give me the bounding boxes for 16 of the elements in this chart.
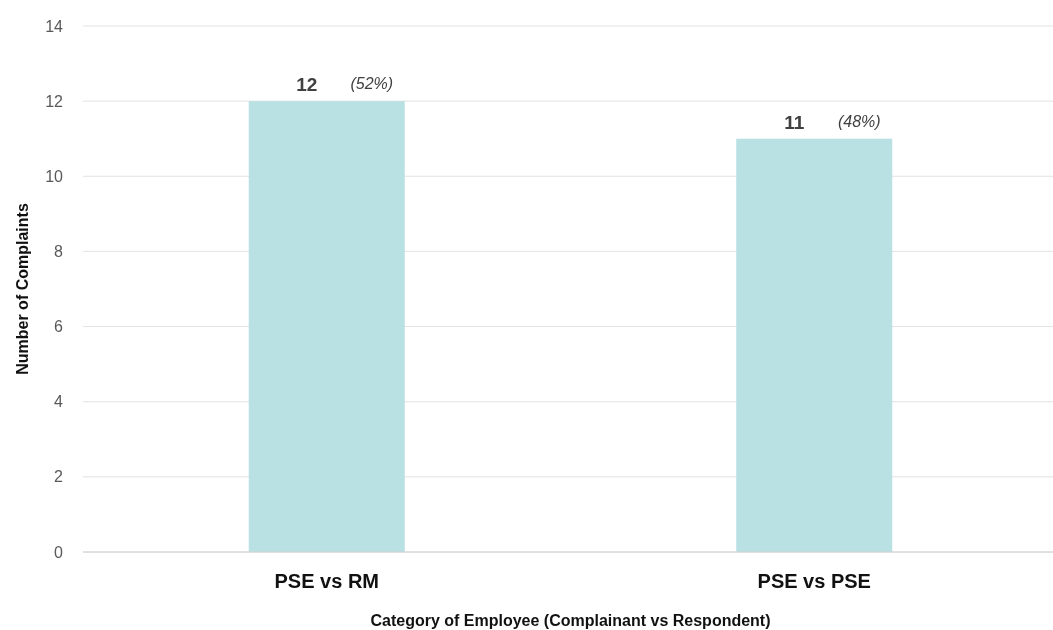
y-tick-label: 14 xyxy=(45,17,64,35)
data-label: 11 xyxy=(784,111,805,133)
x-axis-title: Category of Employee (Complainant vs Respondent) xyxy=(370,612,771,629)
y-axis-title: Number of Complaints xyxy=(14,203,31,375)
y-tick-label: 0 xyxy=(54,543,64,561)
annotation: (52%) xyxy=(350,75,394,93)
y-tick-label: 8 xyxy=(54,243,64,261)
annotation: (48%) xyxy=(837,112,881,130)
y-tick-label: 10 xyxy=(45,167,64,185)
data-label: 12 xyxy=(296,74,318,96)
y-tick-label: 2 xyxy=(54,468,64,486)
x-tick-label: PSE vs RM xyxy=(274,570,379,592)
x-tick-label: PSE vs PSE xyxy=(757,570,871,592)
y-tick-label: 12 xyxy=(45,92,64,110)
y-tick-label: 4 xyxy=(54,393,64,411)
y-tick-label: 6 xyxy=(54,318,64,336)
